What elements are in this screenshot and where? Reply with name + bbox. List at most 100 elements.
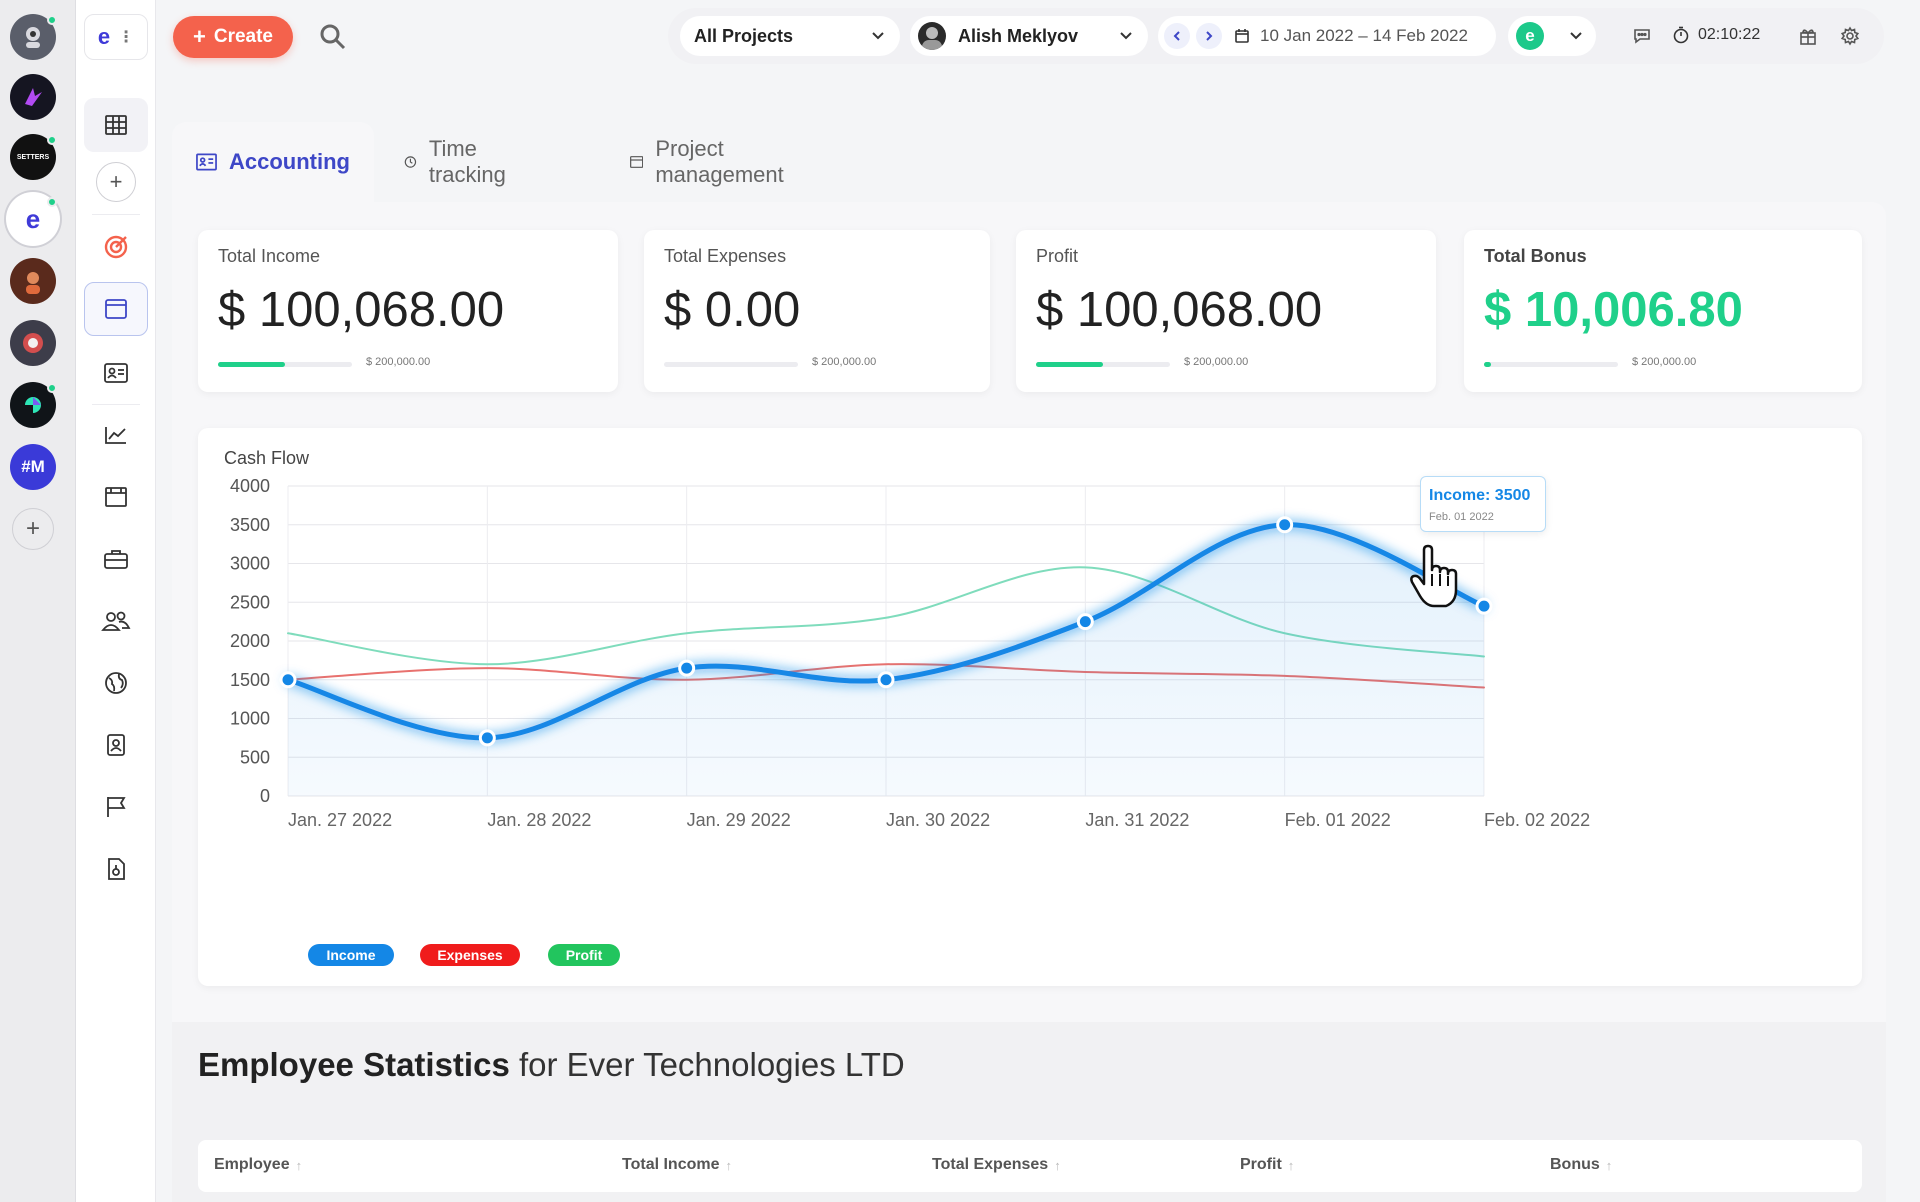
x-tick-label: Feb. 02 2022 (1484, 810, 1590, 830)
create-button[interactable]: + Create (173, 16, 293, 58)
nav-reports[interactable] (84, 408, 148, 462)
workspace-avatar-6[interactable] (10, 320, 56, 366)
project-select[interactable]: All Projects (680, 16, 900, 56)
workspace-avatar-3[interactable]: SETTERS (10, 134, 57, 180)
income-point[interactable] (678, 659, 696, 677)
workspace-avatar-7[interactable] (10, 382, 57, 428)
column-total-income[interactable]: Total Income ↑ (622, 1156, 732, 1174)
chart-tooltip: Income: 3500 Feb. 01 2022 (1420, 476, 1546, 532)
section-title-bold: Employee Statistics (198, 1046, 510, 1083)
income-point[interactable] (877, 671, 895, 689)
nav-goals[interactable] (84, 220, 148, 274)
y-tick-label: 2500 (230, 592, 270, 612)
legend-income[interactable]: Income (308, 944, 394, 966)
sort-arrow-icon: ↑ (295, 1157, 303, 1173)
target-icon (104, 235, 128, 259)
nav-accounting[interactable] (84, 282, 148, 336)
column-total-expenses[interactable]: Total Expenses ↑ (932, 1156, 1061, 1174)
table-header: Employee ↑ Total Income ↑ Total Expenses ↑ … (198, 1140, 1862, 1192)
add-workspace-button[interactable]: + (12, 508, 54, 550)
column-label: Employee (214, 1156, 290, 1173)
income-point[interactable] (1076, 613, 1094, 631)
user-select[interactable]: Alish Meklyov (910, 16, 1148, 56)
sort-arrow-icon: ↑ (1054, 1157, 1061, 1173)
date-next-button[interactable] (1196, 23, 1222, 49)
card-max: $ 200,000.00 (812, 356, 877, 368)
organization-select[interactable]: e (1508, 16, 1596, 56)
nav-dashboard[interactable] (84, 98, 148, 152)
column-bonus[interactable]: Bonus ↑ (1550, 1156, 1612, 1174)
legend-profit[interactable]: Profit (548, 944, 620, 966)
browser-icon (105, 299, 127, 319)
cursor-hand-icon (1410, 544, 1458, 608)
x-tick-label: Jan. 31 2022 (1085, 810, 1189, 830)
x-tick-label: Jan. 27 2022 (288, 810, 392, 830)
project-select-value: All Projects (694, 25, 794, 46)
card-label: Total Bonus (1484, 246, 1587, 266)
chevron-right-icon (1206, 31, 1213, 41)
column-employee[interactable]: Employee ↑ (214, 1156, 302, 1174)
legend-expenses[interactable]: Expenses (420, 944, 520, 966)
nav-add-button[interactable]: + (96, 162, 136, 202)
nav-goals-flag[interactable] (84, 780, 148, 834)
column-profit[interactable]: Profit ↑ (1240, 1156, 1294, 1174)
workspace-avatar-2[interactable] (10, 74, 56, 120)
gift-icon[interactable] (1798, 26, 1818, 46)
tab-time-tracking[interactable]: Time tracking (404, 122, 513, 202)
date-range-picker[interactable]: 10 Jan 2022 – 14 Feb 2022 (1158, 16, 1496, 56)
card-label: Total Expenses (664, 246, 787, 266)
chat-icon[interactable] (1632, 26, 1652, 46)
chevron-down-icon (1570, 32, 1582, 40)
create-label: Create (213, 26, 273, 47)
more-icon[interactable]: ⋮ (118, 29, 135, 46)
chart-title: Cash Flow (224, 448, 310, 468)
y-tick-label: 4000 (230, 476, 270, 496)
card-max: $ 200,000.00 (1184, 356, 1249, 368)
workspace-avatar-8[interactable]: #M (10, 444, 56, 490)
nav-contacts-card[interactable] (84, 346, 148, 400)
gear-icon[interactable] (1840, 26, 1860, 46)
card-label: Total Income (218, 246, 321, 266)
app-logo[interactable]: e ⋮ (84, 14, 148, 60)
card-value: $ 100,068.00 (218, 283, 505, 337)
income-point[interactable] (478, 729, 496, 747)
y-tick-label: 2000 (230, 631, 270, 651)
progress-bar (664, 362, 798, 367)
nav-contacts[interactable] (84, 718, 148, 772)
date-prev-button[interactable] (1164, 23, 1190, 49)
timer-display[interactable]: 02:10:22 (1672, 26, 1760, 44)
card-total-bonus: Total Bonus $ 10,006.80 $ 200,000.00 (1464, 230, 1862, 392)
chevron-down-icon (872, 32, 884, 40)
income-point[interactable] (1475, 597, 1493, 615)
column-label: Profit (1240, 1156, 1282, 1173)
tab-project-management-label: Project management (655, 136, 784, 187)
y-tick-label: 1500 (230, 670, 270, 690)
globe-icon (105, 672, 127, 694)
column-label: Bonus (1550, 1156, 1600, 1173)
nav-documents[interactable] (84, 842, 148, 896)
card-value: $ 10,006.80 (1484, 283, 1743, 337)
grid-icon (105, 115, 127, 135)
chart-svg[interactable]: 0 500 1000 1500 2000 2500 3000 3500 4000 Jan. 27 … (198, 428, 1862, 928)
x-tick-label: Jan. 30 2022 (886, 810, 990, 830)
tab-accounting-label: Accounting (229, 149, 350, 174)
chevron-down-icon (1120, 32, 1132, 40)
tab-accounting[interactable]: Accounting (172, 122, 374, 202)
nav-organizations[interactable] (84, 656, 148, 710)
income-area (288, 524, 1484, 796)
nav-jobs[interactable] (84, 532, 148, 586)
workspace-avatar-1[interactable] (10, 14, 57, 60)
income-point[interactable] (1276, 516, 1294, 534)
income-point[interactable] (279, 671, 297, 689)
search-icon[interactable] (318, 22, 348, 52)
nav-calendar[interactable] (84, 470, 148, 524)
workspace-ever[interactable]: e (10, 196, 57, 242)
tab-project-management[interactable]: Project management (630, 122, 790, 202)
flag-icon (107, 797, 126, 817)
app-logo-letter: e (97, 24, 111, 49)
main-nav: e ⋮ + (76, 0, 156, 1202)
nav-employees[interactable] (84, 594, 148, 648)
window-icon (630, 156, 644, 168)
workspace-avatar-5[interactable] (10, 258, 56, 304)
y-tick-label: 1000 (230, 709, 270, 729)
